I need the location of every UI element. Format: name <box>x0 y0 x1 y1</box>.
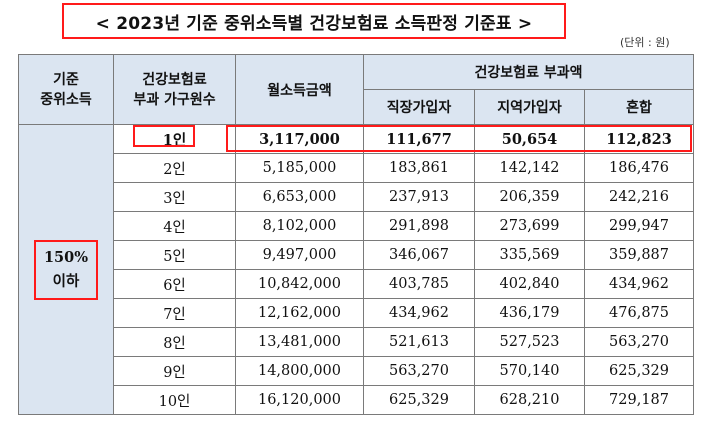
category-cell: 150% 이하 <box>18 124 114 415</box>
table-row: 10인 16,120,000 625,329 628,210 729,187 <box>19 385 695 415</box>
region-premium-cell: 527,523 <box>474 327 585 357</box>
income-cell: 6,653,000 <box>235 182 364 212</box>
header-monthly-income: 월소득금액 <box>235 54 364 125</box>
table-row: 2인 5,185,000 183,861 142,142 186,476 <box>19 153 695 183</box>
income-cell: 9,497,000 <box>235 240 364 270</box>
household-size-cell: 6인 <box>113 269 236 299</box>
income-cell: 16,120,000 <box>235 385 364 415</box>
mixed-premium-cell: 112,823 <box>583 124 695 154</box>
mixed-premium-cell: 625,329 <box>583 356 695 386</box>
mixed-premium-cell: 476,875 <box>583 298 695 328</box>
table-row: 4인 8,102,000 291,898 273,699 299,947 <box>19 211 695 241</box>
mixed-premium-cell: 186,476 <box>583 153 695 183</box>
household-size-cell: 8인 <box>113 327 236 357</box>
household-size-cell: 5인 <box>113 240 236 270</box>
work-premium-cell: 237,913 <box>363 182 475 212</box>
table-row: 3인 6,653,000 237,913 206,359 242,216 <box>19 182 695 212</box>
household-size-cell: 2인 <box>113 153 236 183</box>
title-text: < 2023년 기준 중위소득별 건강보험료 소득판정 기준표 > <box>95 13 533 34</box>
income-cell: 5,185,000 <box>235 153 364 183</box>
household-size-cell: 1인 <box>113 124 236 154</box>
header-median-income: 기준 중위소득 <box>18 54 114 125</box>
mixed-premium-cell: 563,270 <box>583 327 695 357</box>
income-cell: 12,162,000 <box>235 298 364 328</box>
table-row: 150% 이하 1인 3,117,000 111,677 50,654 112,… <box>18 124 695 415</box>
region-premium-cell: 402,840 <box>474 269 585 299</box>
region-premium-cell: 628,210 <box>474 385 585 415</box>
income-cell: 14,800,000 <box>235 356 364 386</box>
table-row: 9인 14,800,000 563,270 570,140 625,329 <box>19 356 695 386</box>
mixed-premium-cell: 299,947 <box>583 211 695 241</box>
household-size-cell: 7인 <box>113 298 236 328</box>
income-cell: 13,481,000 <box>235 327 364 357</box>
work-premium-cell: 563,270 <box>363 356 475 386</box>
category-highlight: 150% 이하 <box>34 239 98 300</box>
work-premium-cell: 111,677 <box>363 124 475 154</box>
header-premium-group: 건강보험료 부과액 <box>362 54 695 90</box>
mixed-premium-cell: 729,187 <box>583 385 695 415</box>
page-title: < 2023년 기준 중위소득별 건강보험료 소득판정 기준표 > <box>62 3 566 39</box>
household-size-cell: 4인 <box>113 211 236 241</box>
household-size-cell: 3인 <box>113 182 236 212</box>
household-size-cell: 10인 <box>113 385 236 415</box>
unit-label: (단위 : 원) <box>620 36 670 49</box>
work-premium-cell: 521,613 <box>363 327 475 357</box>
header-region-member: 지역가입자 <box>474 89 585 125</box>
header-work-member: 직장가입자 <box>363 89 475 125</box>
work-premium-cell: 434,962 <box>363 298 475 328</box>
work-premium-cell: 183,861 <box>363 153 475 183</box>
mixed-premium-cell: 434,962 <box>583 269 695 299</box>
header-row-sub: 직장가입자 지역가입자 혼합 <box>19 89 695 125</box>
header-row-top: 기준 중위소득 건강보험료 부과 가구원수 월소득금액 건강보험료 부과액 <box>18 54 695 125</box>
mixed-premium-cell: 359,887 <box>583 240 695 270</box>
header-household-size: 건강보험료 부과 가구원수 <box>113 54 236 125</box>
work-premium-cell: 346,067 <box>363 240 475 270</box>
region-premium-cell: 570,140 <box>474 356 585 386</box>
table-row: 8인 13,481,000 521,613 527,523 563,270 <box>19 327 695 357</box>
income-cell: 10,842,000 <box>235 269 364 299</box>
income-table: 기준 중위소득 건강보험료 부과 가구원수 월소득금액 건강보험료 부과액 직장… <box>18 54 695 415</box>
table-row: 5인 9,497,000 346,067 335,569 359,887 <box>19 240 695 270</box>
household-size-cell: 9인 <box>113 356 236 386</box>
work-premium-cell: 625,329 <box>363 385 475 415</box>
region-premium-cell: 335,569 <box>474 240 585 270</box>
table-row: 6인 10,842,000 403,785 402,840 434,962 <box>19 269 695 299</box>
region-premium-cell: 50,654 <box>474 124 585 154</box>
work-premium-cell: 291,898 <box>363 211 475 241</box>
table-row: 7인 12,162,000 434,962 436,179 476,875 <box>19 298 695 328</box>
region-premium-cell: 142,142 <box>474 153 585 183</box>
work-premium-cell: 403,785 <box>363 269 475 299</box>
income-cell: 3,117,000 <box>235 124 364 154</box>
mixed-premium-cell: 242,216 <box>583 182 695 212</box>
header-mixed: 혼합 <box>583 89 695 125</box>
region-premium-cell: 273,699 <box>474 211 585 241</box>
region-premium-cell: 436,179 <box>474 298 585 328</box>
region-premium-cell: 206,359 <box>474 182 585 212</box>
income-cell: 8,102,000 <box>235 211 364 241</box>
